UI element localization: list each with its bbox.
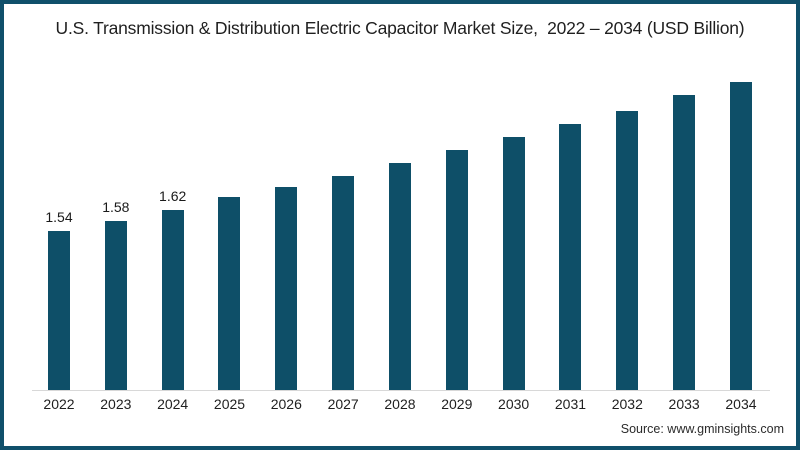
x-axis-tick-label-2022: 2022 (43, 396, 75, 412)
bar-value-label-2023: 1.58 (102, 199, 130, 215)
bar-2031 (559, 124, 582, 390)
bar-2033 (673, 95, 696, 390)
bar-2034 (729, 82, 752, 390)
bar-2032 (616, 111, 639, 390)
bar-2030 (502, 137, 525, 390)
x-axis-tick-label-2034: 2034 (725, 396, 757, 412)
bar-2024 (161, 210, 184, 390)
x-axis-tick-label-2025: 2025 (213, 396, 246, 412)
bar-value-label-2022: 1.54 (45, 209, 73, 225)
chart-title: U.S. Transmission & Distribution Electri… (55, 18, 745, 38)
x-axis-tick-label-2032: 2032 (611, 396, 643, 412)
source-attribution: Source: www.gminsights.com (620, 422, 784, 436)
x-axis-tick-label-2033: 2033 (668, 396, 700, 412)
x-axis-tick-label-2024: 2024 (157, 396, 189, 412)
x-axis-tick-label-2029: 2029 (441, 396, 473, 412)
bar-2028 (388, 163, 411, 390)
x-axis-tick-label-2031: 2031 (554, 396, 587, 412)
bar-2027 (332, 176, 355, 390)
bar-2025 (218, 197, 241, 390)
bar-2023 (104, 221, 127, 390)
x-axis-tick-label-2030: 2030 (498, 396, 530, 412)
bar-2022 (48, 231, 70, 390)
bar-2029 (445, 150, 468, 390)
x-axis-tick-label-2023: 2023 (100, 396, 132, 412)
bar-2026 (275, 187, 298, 390)
bar-value-label-2024: 1.62 (159, 188, 187, 204)
x-axis-tick-label-2027: 2027 (327, 396, 359, 412)
x-axis-tick-label-2026: 2026 (270, 396, 302, 412)
x-axis-tick-label-2028: 2028 (384, 396, 416, 412)
x-axis-line (32, 390, 770, 391)
